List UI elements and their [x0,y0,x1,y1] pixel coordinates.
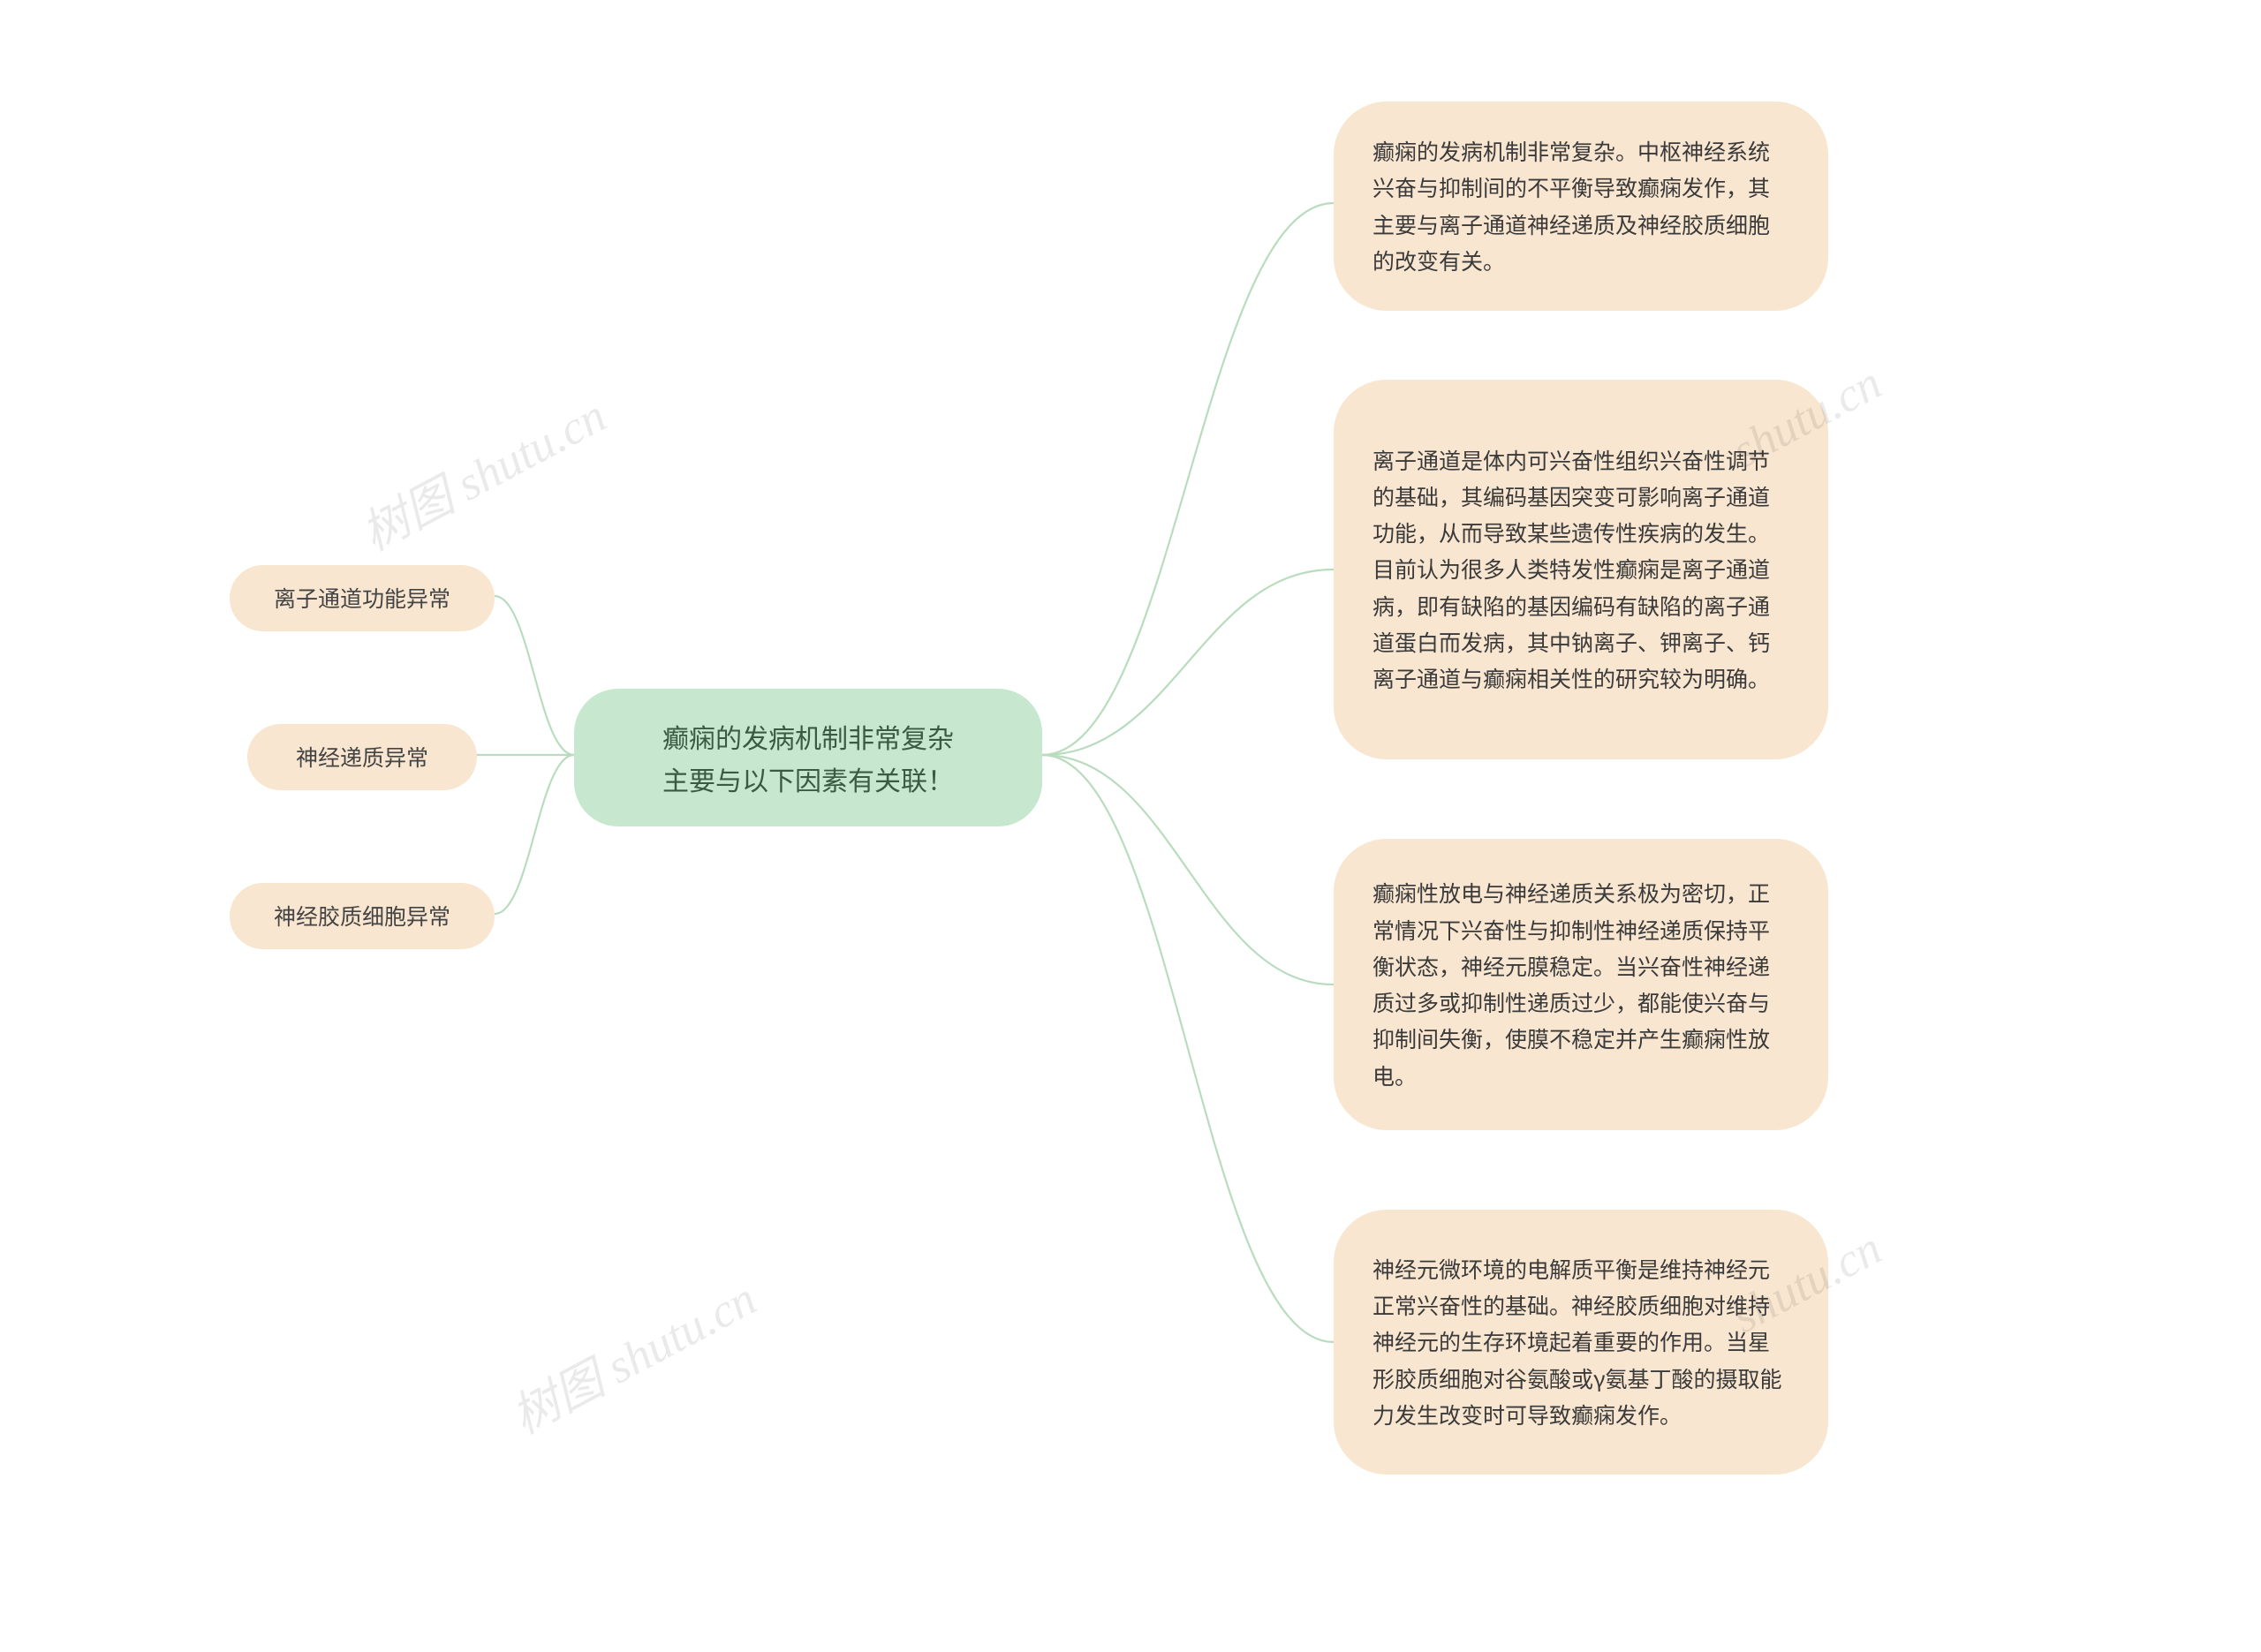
right-node-0-text: 癫痫的发病机制非常复杂。中枢神经系统兴奋与抑制间的不平衡导致癫痫发作，其主要与离… [1372,133,1789,279]
left-node-2-text: 神经胶质细胞异常 [274,899,450,933]
watermark-0: 树图 shutu.cn [347,377,616,564]
right-node-2-text: 癫痫性放电与神经递质关系极为密切，正常情况下兴奋性与抑制性神经递质保持平衡状态，… [1372,875,1789,1094]
right-node-2: 癫痫性放电与神经递质关系极为密切，正常情况下兴奋性与抑制性神经递质保持平衡状态，… [1334,839,1828,1130]
left-node-2: 神经胶质细胞异常 [230,883,495,949]
right-node-1: 离子通道是体内可兴奋性组织兴奋性调节的基础，其编码基因突变可影响离子通道功能，从… [1334,380,1828,759]
right-node-3: 神经元微环境的电解质平衡是维持神经元正常兴奋性的基础。神经胶质细胞对维持神经元的… [1334,1210,1828,1475]
connector-layer [0,0,2261,1652]
left-node-1-text: 神经递质异常 [296,740,428,774]
watermark-2: 树图 shutu.cn [497,1260,767,1447]
left-node-0: 离子通道功能异常 [230,565,495,631]
center-node-text: 癫痫的发病机制非常复杂主要与以下因素有关联！ [662,715,954,800]
right-node-1-text: 离子通道是体内可兴奋性组织兴奋性调节的基础，其编码基因突变可影响离子通道功能，从… [1372,442,1789,698]
left-node-0-text: 离子通道功能异常 [274,581,450,615]
right-node-3-text: 神经元微环境的电解质平衡是维持神经元正常兴奋性的基础。神经胶质细胞对维持神经元的… [1372,1251,1789,1433]
left-node-1: 神经递质异常 [247,724,477,790]
center-node: 癫痫的发病机制非常复杂主要与以下因素有关联！ [574,689,1042,826]
right-node-0: 癫痫的发病机制非常复杂。中枢神经系统兴奋与抑制间的不平衡导致癫痫发作，其主要与离… [1334,102,1828,311]
